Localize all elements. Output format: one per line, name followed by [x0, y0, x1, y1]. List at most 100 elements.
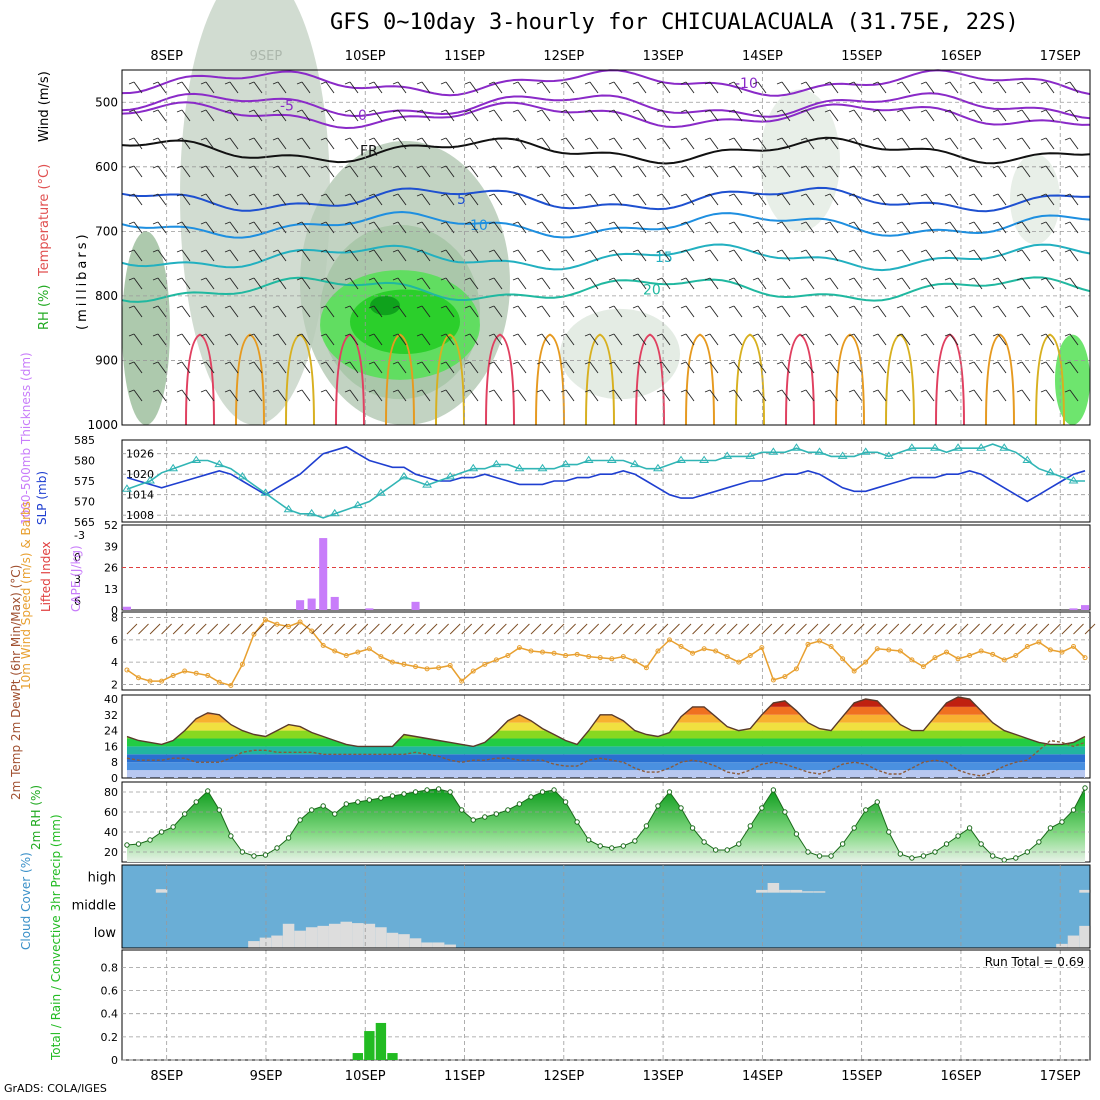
wind-barb	[488, 193, 495, 197]
wind-barb	[277, 109, 287, 122]
wind-barb	[824, 81, 831, 85]
wind-speed-marker	[182, 668, 188, 674]
wind-barb	[1016, 249, 1023, 253]
wind-barb	[872, 109, 879, 113]
humidity-marker	[170, 824, 176, 830]
wind-barb	[517, 221, 527, 234]
wind-barb	[541, 249, 551, 262]
wind-barb	[325, 81, 335, 94]
surface-wind-barb	[599, 623, 611, 635]
cloud-level-label: middle	[72, 898, 116, 913]
wind-barb	[493, 361, 503, 374]
wind-barb	[968, 221, 975, 225]
wind-barb	[416, 277, 423, 281]
humidity-marker	[712, 847, 719, 853]
wind-barb	[565, 305, 575, 318]
slp-tick-label: 1014	[126, 489, 154, 502]
wind-barb	[296, 81, 303, 85]
surface-wind-barb	[218, 623, 230, 635]
wind-barb	[373, 361, 383, 374]
wind-barb	[608, 81, 615, 85]
surface-wind-barb	[796, 623, 807, 635]
wind-barb	[416, 193, 423, 197]
wind-barb	[440, 193, 447, 197]
surface-wind-barb	[161, 623, 172, 635]
wind-barb	[560, 193, 567, 197]
wind-barb	[248, 333, 255, 337]
wind-barb	[680, 249, 687, 253]
thickness-marker	[260, 488, 271, 496]
thickness-marker	[653, 463, 663, 472]
thickness-marker	[191, 455, 202, 463]
wind-barb	[301, 193, 311, 206]
wind-speed-marker	[609, 656, 615, 662]
wind-barb	[133, 277, 143, 290]
isotherm-warm-loop	[435, 333, 465, 426]
wind-speed-marker	[436, 665, 442, 671]
thickness-marker	[422, 480, 433, 488]
surface-wind-barb	[622, 623, 634, 635]
surface-wind-barb	[992, 623, 1004, 635]
humidity-marker	[805, 849, 811, 855]
wind-barb	[344, 249, 351, 253]
thickness-marker	[814, 447, 825, 455]
wind-barb	[901, 221, 911, 234]
wind-barb	[997, 389, 1007, 402]
wind-barb	[824, 333, 831, 337]
wind-speed-marker	[597, 655, 603, 661]
humidity-marker	[666, 789, 673, 795]
thickness-marker	[399, 471, 409, 480]
wind-barb	[661, 277, 671, 290]
thickness-tick-label: 580	[74, 455, 95, 468]
wind-barb	[944, 193, 951, 197]
wind-barb	[253, 81, 263, 94]
wind-barb	[469, 221, 479, 234]
wind-barb	[128, 249, 135, 253]
isotherm-warm-loop	[835, 333, 865, 426]
wind-barb	[608, 389, 615, 393]
humidity-marker	[793, 831, 800, 837]
cross-section-axis-label: RH (%)	[37, 285, 52, 330]
wind-barb	[680, 221, 687, 225]
thickness-tick-label: 585	[74, 434, 95, 447]
wind-barb	[325, 277, 335, 290]
wind-barb	[248, 109, 255, 113]
lifted-index-tick-label: 6	[74, 595, 81, 608]
wind-barb	[1064, 221, 1071, 225]
lifted-index-tick-label: -3	[74, 529, 85, 542]
wind-speed-marker	[216, 679, 222, 685]
wind-barb	[469, 249, 479, 262]
wind-barb	[512, 193, 519, 197]
wind-barb	[997, 361, 1007, 374]
cloud-level-label: low	[94, 926, 117, 941]
wind-speed-marker	[159, 678, 165, 684]
cloud-bar-low	[1067, 935, 1080, 948]
isotherm-warm-loop	[235, 333, 265, 426]
cloud-bar-low	[352, 923, 364, 948]
cloud-bar-low	[259, 937, 272, 948]
wind-barb	[584, 193, 591, 197]
wind-barb	[397, 109, 407, 122]
surface-wind-barb	[415, 623, 426, 635]
wind-barb	[901, 305, 911, 318]
wind-barb	[733, 361, 743, 374]
wind-barb	[848, 277, 855, 281]
thickness-marker	[837, 451, 848, 459]
isotherm-label: 0	[358, 108, 367, 124]
wind-barb	[277, 221, 287, 234]
wind-barb	[560, 221, 567, 225]
wind-barb	[968, 389, 975, 393]
wind-barb	[589, 333, 599, 346]
wind-barb	[349, 109, 359, 122]
wind-barb	[272, 389, 279, 393]
wind-barb	[781, 109, 791, 122]
wind-barb	[320, 333, 327, 337]
wind-barb	[781, 81, 791, 94]
wind-barb	[920, 333, 927, 337]
surface-wind-barb	[692, 623, 703, 635]
wind-barb	[800, 221, 807, 225]
isotherm-warm-loop	[1035, 333, 1065, 426]
wind-barb	[128, 333, 135, 337]
wind-barb	[992, 137, 999, 141]
wind-barb	[920, 81, 927, 85]
